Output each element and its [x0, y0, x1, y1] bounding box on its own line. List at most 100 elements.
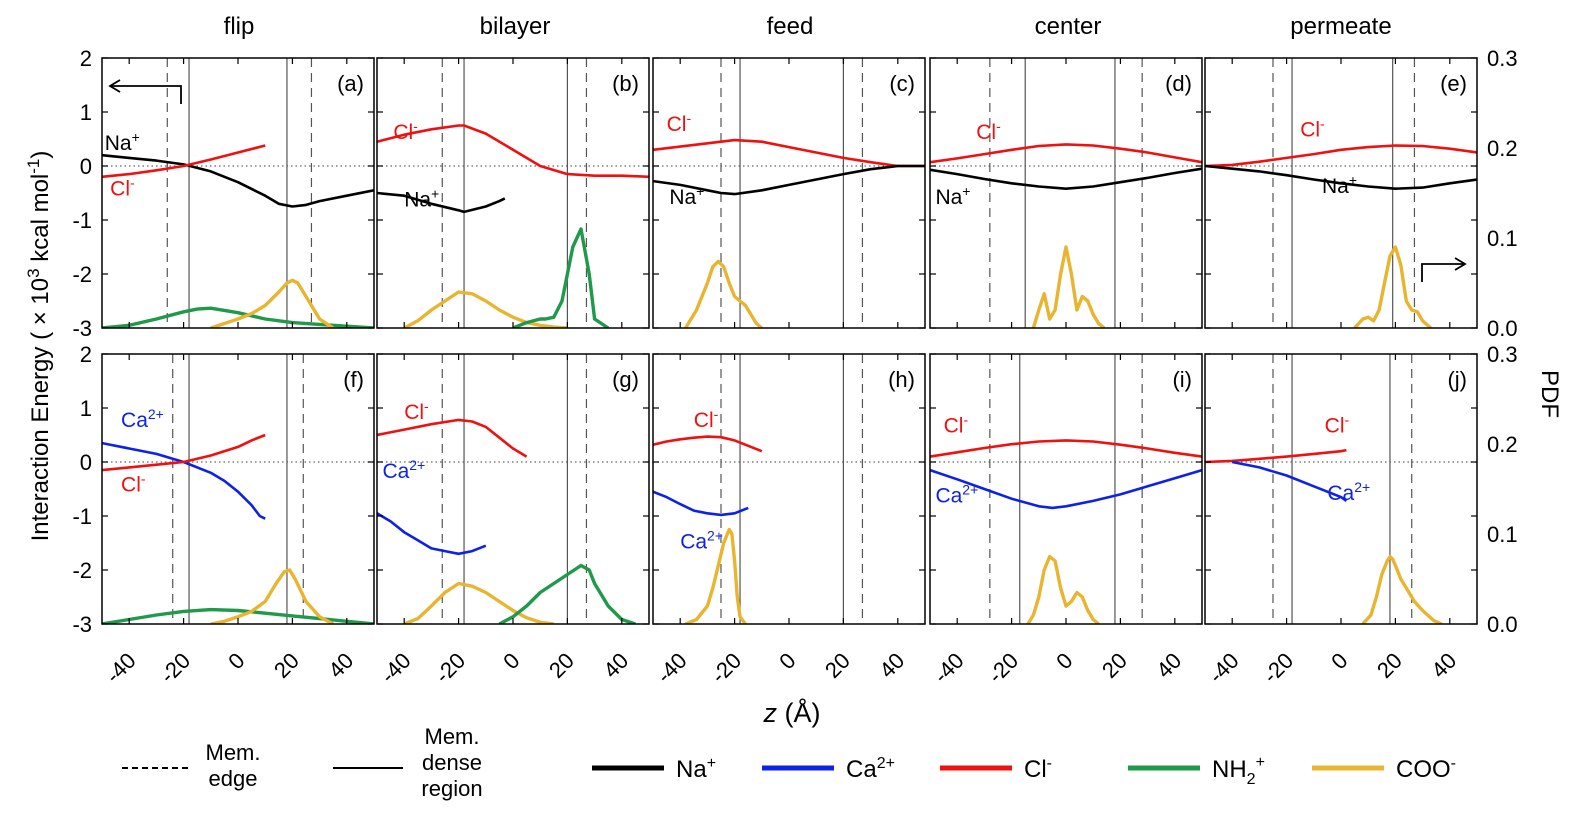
series-Cl- [377, 124, 649, 179]
legend-label: COO- [1396, 755, 1456, 783]
x-tick-label: 40 [323, 648, 358, 683]
legend-dense-label-3: region [421, 776, 482, 801]
panel-b: (b) Cl- Na+ [376, 57, 650, 329]
series-Cl- [102, 144, 266, 179]
x-tick-label: -40 [652, 648, 692, 688]
x-tick-label: -20 [1258, 648, 1298, 688]
series-COO- [684, 259, 763, 328]
x-tick-label: 20 [1097, 648, 1132, 683]
series-NH2+ [498, 563, 636, 624]
x-tick-label: -20 [983, 648, 1023, 688]
series-Ca2+ [1231, 460, 1348, 502]
panel-id: (f) [343, 367, 364, 392]
y-tick-label-right: 0.3 [1487, 46, 1518, 71]
y-tick-label-right: 0.0 [1487, 612, 1518, 637]
series-Cl- [930, 143, 1202, 164]
right-axis-arrow-head [1454, 257, 1467, 271]
panel-label: Cl- [404, 398, 429, 424]
series-Cl- [653, 138, 925, 168]
legend-label: NH2+ [1212, 754, 1265, 788]
x-tick-label: -40 [101, 648, 141, 688]
x-tick-label: 20 [269, 648, 304, 683]
y-tick-label-left: -3 [72, 612, 92, 637]
legend-dense-label-2: dense [422, 750, 482, 775]
y-tick-label-left: 2 [80, 342, 92, 367]
series-Cl- [930, 439, 1202, 458]
panel-label: Na+ [935, 183, 970, 209]
series-COO- [1031, 245, 1106, 328]
series-Cl- [1205, 144, 1477, 168]
panel-id: (j) [1447, 367, 1467, 392]
legend-label: Cl- [1024, 755, 1052, 783]
panel-id: (h) [888, 367, 915, 392]
series-Cl- [377, 418, 528, 458]
panel-j: (j) Cl- Ca2+ 0.3 0.2 0.1 0.0 -40 -20 0 20 40 [1204, 342, 1518, 688]
panel-label: Cl- [694, 406, 719, 432]
panel-i: (i) Cl- Ca2+ -40 -20 0 20 40 [929, 353, 1203, 688]
y-tick-label-left: -2 [72, 262, 92, 287]
panel-label: Ca2+ [680, 527, 723, 553]
series-Ca2+ [930, 468, 1202, 510]
series-Na+ [653, 164, 925, 196]
series-Ca2+ [653, 490, 749, 517]
series-Na+ [1205, 164, 1477, 190]
series-COO- [684, 527, 747, 624]
x-tick-label: 0 [1051, 648, 1077, 674]
panel-a: (a) Na+ Cl- 2 1 0 -1 -2 -3 [72, 46, 375, 341]
x-tick-label: -20 [706, 648, 746, 688]
series-Na+ [377, 191, 506, 214]
column-title-feed: feed [767, 13, 814, 40]
panel-id: (b) [612, 71, 639, 96]
x-tick-label: 0 [1326, 648, 1352, 674]
left-axis-arrow-head [108, 79, 121, 93]
panel-frame [101, 57, 375, 329]
panel-label: Cl- [976, 118, 1001, 144]
column-title-bilayer: bilayer [480, 13, 551, 40]
legend-label: Na+ [676, 755, 716, 783]
panel-label: Na+ [1322, 172, 1357, 198]
column-title-flip: flip [224, 13, 255, 40]
x-tick-label: -20 [430, 648, 470, 688]
panel-frame [929, 57, 1203, 329]
x-tick-label: 40 [1151, 648, 1186, 683]
series-COO- [210, 278, 335, 328]
panel-label: Cl- [1300, 115, 1325, 141]
series-Cl- [1205, 448, 1347, 464]
panel-label: Cl- [1325, 411, 1350, 437]
panel-label: Cl- [393, 118, 418, 144]
x-tick-label: 20 [544, 648, 579, 683]
panel-f: (f) Ca2+ Cl- 2 1 0 -1 -2 -3 -40 -20 0 20 40 [72, 342, 375, 688]
series-Cl- [653, 435, 763, 453]
panel-label: Ca2+ [382, 457, 425, 483]
panel-label: Ca2+ [121, 406, 164, 432]
series-COO- [1361, 554, 1443, 624]
series-Cl- [102, 433, 266, 472]
panel-label: Ca2+ [935, 482, 978, 508]
panel-id: (e) [1440, 71, 1467, 96]
x-tick-label: 0 [223, 648, 249, 674]
left-axis-arrow [110, 85, 182, 104]
series-NH2+ [512, 227, 610, 328]
panel-g: (g) Cl- Ca2+ -40 -20 0 20 40 [376, 353, 650, 688]
panel-label: Cl- [667, 110, 692, 136]
x-tick-label: 40 [598, 648, 633, 683]
series-NH2+ [102, 306, 374, 328]
x-tick-label: -40 [376, 648, 416, 688]
legend-dense-label: Mem. [425, 724, 480, 749]
series-COO- [403, 290, 568, 328]
y-tick-label-left: 0 [80, 450, 92, 475]
y-tick-label-left: -1 [72, 208, 92, 233]
y-tick-label-left: -3 [72, 316, 92, 341]
panel-label: Na+ [669, 183, 704, 209]
series-Na+ [930, 167, 1202, 190]
x-tick-label: 0 [498, 648, 524, 674]
series-Ca2+ [102, 441, 266, 520]
y-axis-label-right: PDF [1536, 370, 1563, 418]
series-Na+ [102, 153, 374, 208]
panel-id: (i) [1172, 367, 1192, 392]
y-tick-label-left: 0 [80, 154, 92, 179]
y-tick-label-right: 0.2 [1487, 136, 1518, 161]
legend-label: Ca2+ [846, 755, 895, 783]
